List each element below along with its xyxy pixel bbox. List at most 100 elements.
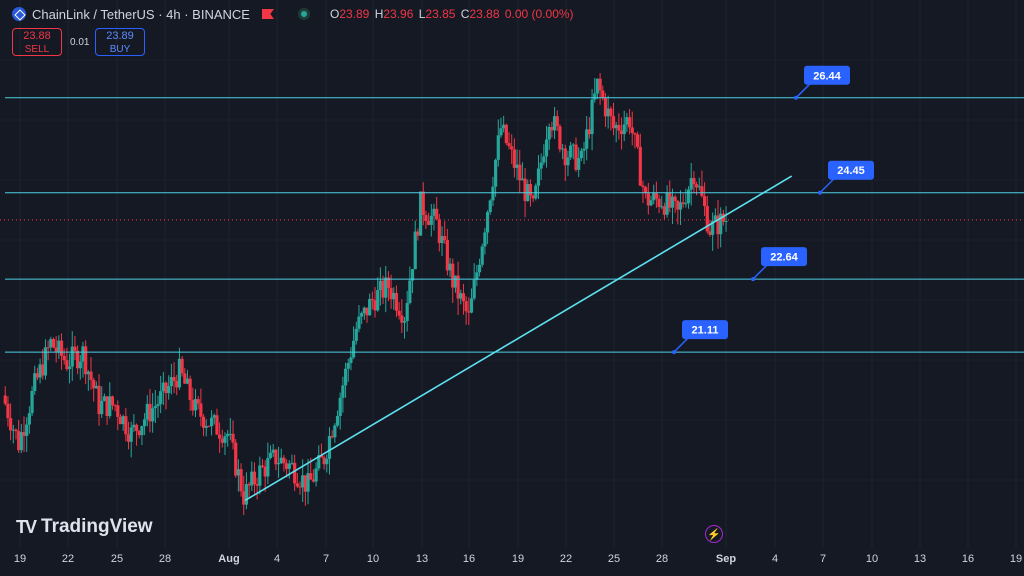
tradingview-logo[interactable]: TV TradingView: [16, 516, 153, 538]
candle-up: [670, 196, 675, 208]
candle-up: [223, 436, 227, 443]
candle-down: [611, 116, 616, 129]
candle-down: [601, 90, 605, 98]
candle-down: [657, 198, 661, 207]
candle-up: [11, 429, 15, 431]
candle-up: [686, 189, 691, 204]
x-tick-label: 16: [462, 553, 476, 565]
candle-up: [290, 462, 294, 464]
lightning-icon[interactable]: ⚡: [705, 525, 723, 543]
candle-down: [528, 184, 533, 196]
candle-down: [54, 347, 58, 352]
candle-down: [443, 236, 447, 241]
candle-up: [560, 148, 565, 150]
candle-down: [510, 146, 514, 150]
x-tick-label: 22: [61, 553, 75, 565]
trendline[interactable]: [244, 175, 793, 502]
candle-up: [167, 386, 171, 394]
candle-up: [67, 366, 72, 370]
candle-up: [57, 340, 61, 352]
candle-down: [703, 196, 707, 207]
sell-button[interactable]: 23.88 SELL: [12, 28, 62, 56]
candle-down: [293, 462, 297, 484]
candle-up: [258, 465, 262, 486]
candle-up: [349, 357, 353, 364]
candle-up: [151, 408, 155, 422]
candle-down: [531, 195, 535, 199]
candle-down: [609, 108, 613, 117]
candle-down: [9, 418, 13, 431]
candle-up: [515, 164, 519, 168]
candle-down: [627, 117, 632, 128]
close-value: 23.88: [469, 7, 500, 21]
candle-down: [330, 435, 334, 438]
candle-down: [381, 280, 385, 298]
candle-down: [282, 457, 286, 464]
candle-down: [676, 200, 680, 210]
x-tick-label: Sep: [715, 553, 737, 565]
candle-down: [274, 449, 278, 465]
candle-down: [504, 124, 508, 144]
level-label-anchor: [672, 350, 676, 355]
spread-value: 0.01: [70, 37, 90, 48]
candle-up: [376, 290, 380, 311]
candle-down: [234, 442, 238, 476]
candle-down: [260, 465, 265, 467]
candle-down: [295, 483, 299, 487]
horizontal-levels[interactable]: [5, 97, 1024, 353]
candle-down: [598, 78, 602, 91]
candle-up: [408, 280, 412, 303]
candle-down: [113, 405, 117, 407]
candle-up: [301, 475, 305, 488]
candle-up: [593, 93, 597, 100]
time-axis[interactable]: 19 22 25 28 Aug 4 7 10 13 16 19 22 25 28 Sep 4 7 10 13 16 19: [0, 548, 1024, 576]
candle-up: [582, 148, 586, 151]
candle-down: [242, 491, 246, 505]
buy-button[interactable]: 23.89 BUY: [95, 28, 145, 56]
flag-icon[interactable]: [261, 9, 274, 19]
candle-up: [306, 473, 310, 492]
candle-down: [708, 231, 712, 235]
candle-down: [397, 310, 401, 316]
candle-down: [164, 382, 168, 394]
candle-down: [365, 307, 369, 316]
candle-down: [523, 178, 527, 201]
candle-up: [33, 373, 37, 391]
candle-up: [542, 156, 546, 163]
candle-up: [614, 124, 618, 129]
candle-up: [585, 129, 589, 149]
level-label-anchor: [818, 190, 822, 195]
candle-down: [148, 403, 152, 422]
candle-up: [341, 385, 345, 398]
candle-down: [196, 399, 200, 404]
candle-down: [89, 371, 93, 380]
candle-up: [333, 425, 337, 438]
price-chart[interactable]: 26.44 24.45 22.64 21.11: [0, 0, 1024, 548]
candle-down: [73, 346, 77, 351]
candle-up: [684, 203, 688, 205]
candle-up: [660, 206, 664, 208]
candle-down: [255, 484, 259, 486]
candle-down: [461, 293, 466, 302]
x-tick-label: 10: [865, 553, 879, 565]
candle-up: [384, 277, 388, 298]
level-labels[interactable]: 26.44 24.45 22.64 21.11: [672, 65, 874, 355]
candle-down: [427, 221, 431, 225]
candle-up: [357, 316, 361, 329]
candle-down: [76, 350, 80, 369]
candle-up: [448, 263, 452, 271]
x-tick-label: 25: [110, 553, 124, 565]
candle-up: [569, 145, 573, 158]
buy-price: 23.89: [106, 30, 134, 42]
candle-up: [27, 413, 31, 425]
candle-up: [571, 144, 575, 146]
chainlink-coin-icon: [12, 7, 26, 21]
candle-up: [94, 385, 98, 389]
candle-up: [485, 212, 490, 233]
candle-up: [314, 468, 318, 482]
symbol-title[interactable]: ChainLink / TetherUS · 4h · BINANCE: [32, 6, 250, 22]
candle-up: [142, 419, 147, 427]
candle-up: [132, 424, 136, 428]
level-label-text: 26.44: [813, 70, 841, 82]
candle-down: [464, 301, 468, 312]
